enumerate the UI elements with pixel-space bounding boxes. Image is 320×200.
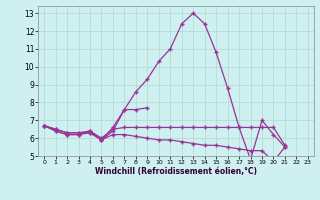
X-axis label: Windchill (Refroidissement éolien,°C): Windchill (Refroidissement éolien,°C) xyxy=(95,167,257,176)
